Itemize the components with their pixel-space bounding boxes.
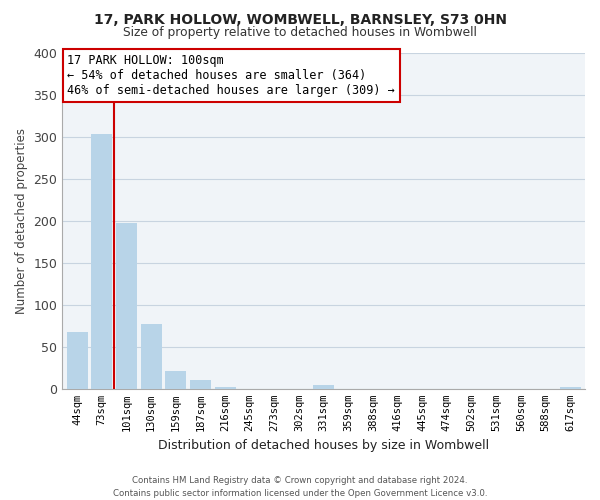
Bar xyxy=(67,332,88,389)
Bar xyxy=(313,386,334,389)
Bar xyxy=(560,387,581,389)
Text: Size of property relative to detached houses in Wombwell: Size of property relative to detached ho… xyxy=(123,26,477,39)
Bar xyxy=(116,223,137,389)
Bar xyxy=(165,371,186,389)
X-axis label: Distribution of detached houses by size in Wombwell: Distribution of detached houses by size … xyxy=(158,440,489,452)
Text: 17 PARK HOLLOW: 100sqm
← 54% of detached houses are smaller (364)
46% of semi-de: 17 PARK HOLLOW: 100sqm ← 54% of detached… xyxy=(67,54,395,97)
Text: 17, PARK HOLLOW, WOMBWELL, BARNSLEY, S73 0HN: 17, PARK HOLLOW, WOMBWELL, BARNSLEY, S73… xyxy=(94,12,506,26)
Bar xyxy=(215,387,236,389)
Bar xyxy=(91,134,112,389)
Text: Contains HM Land Registry data © Crown copyright and database right 2024.
Contai: Contains HM Land Registry data © Crown c… xyxy=(113,476,487,498)
Bar xyxy=(190,380,211,389)
Y-axis label: Number of detached properties: Number of detached properties xyxy=(15,128,28,314)
Bar xyxy=(140,324,161,389)
